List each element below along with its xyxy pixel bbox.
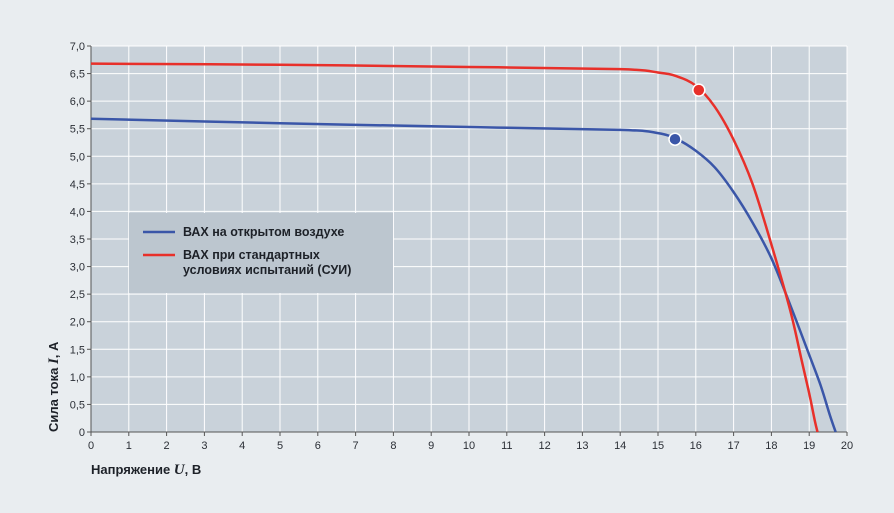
y-tick-label: 4,5 xyxy=(70,179,85,191)
x-tick-labels: 0 1 2 3 4 5 6 7 8 9 10 11 12 13 14 15 16 17 18 19 20 xyxy=(88,432,853,452)
y-tick-label: 1,0 xyxy=(70,372,85,384)
x-tick-label: 12 xyxy=(538,440,550,452)
y-axis-title-var: I xyxy=(46,357,62,365)
series-line-open-air xyxy=(90,117,837,433)
x-axis-title: Напряжение U, В xyxy=(91,462,201,478)
y-tick-label: 4,0 xyxy=(70,206,85,218)
x-tick-label: 17 xyxy=(727,440,739,452)
x-tick-label: 7 xyxy=(353,440,359,452)
x-tick-label: 16 xyxy=(690,440,702,452)
series-line-stc xyxy=(90,62,819,433)
y-tick-label: 0 xyxy=(79,427,85,439)
y-tick-label: 6,0 xyxy=(70,96,85,108)
x-tick-label: 6 xyxy=(315,440,321,452)
y-tick-label: 2,0 xyxy=(70,317,85,329)
x-tick-label: 0 xyxy=(88,440,94,452)
x-axis-title-suffix: , В xyxy=(185,462,202,477)
x-tick-label: 18 xyxy=(765,440,777,452)
y-tick-label: 3,0 xyxy=(70,262,85,274)
y-axis-title-prefix: Сила тока xyxy=(46,364,61,432)
x-tick-label: 8 xyxy=(390,440,396,452)
legend: ВАХ на открытом воздухе ВАХ при стандарт… xyxy=(129,213,393,293)
legend-box xyxy=(129,213,393,293)
y-axis-title-suffix: , А xyxy=(46,341,61,358)
series-layer xyxy=(90,62,837,433)
y-tick-label: 5,0 xyxy=(70,151,85,163)
x-tick-label: 4 xyxy=(239,440,245,452)
y-tick-label: 5,5 xyxy=(70,124,85,136)
x-tick-label: 1 xyxy=(126,440,132,452)
legend-label-stc-line1: ВАХ при стандартных xyxy=(183,248,320,262)
y-tick-label: 0,5 xyxy=(70,399,85,411)
y-tick-label: 3,5 xyxy=(70,234,85,246)
y-tick-label: 2,5 xyxy=(70,289,85,301)
x-tick-label: 19 xyxy=(803,440,815,452)
x-axis-title-prefix: Напряжение xyxy=(91,462,174,477)
x-tick-label: 9 xyxy=(428,440,434,452)
x-tick-label: 3 xyxy=(201,440,207,452)
series-point-stc xyxy=(692,83,706,97)
y-tick-label: 1,5 xyxy=(70,344,85,356)
x-axis-title-var: U xyxy=(174,462,186,478)
legend-label-stc-line2: условиях испытаний (СУИ) xyxy=(183,263,351,277)
grid xyxy=(91,45,848,432)
series-point-open-air xyxy=(668,132,682,146)
x-tick-label: 14 xyxy=(614,440,626,452)
x-tick-label: 2 xyxy=(164,440,170,452)
x-tick-label: 10 xyxy=(463,440,475,452)
x-tick-label: 15 xyxy=(652,440,664,452)
y-tick-label: 6,5 xyxy=(70,69,85,81)
x-tick-label: 13 xyxy=(576,440,588,452)
y-axis-title: Сила тока I, А xyxy=(46,341,62,432)
x-tick-label: 5 xyxy=(277,440,283,452)
x-tick-label: 11 xyxy=(501,440,512,452)
x-tick-label: 20 xyxy=(841,440,853,452)
y-tick-labels: 0 0,5 1,0 1,5 2,0 2,5 3,0 3,5 4,0 4,5 5,0 5,5 6,0 6,5… xyxy=(70,41,91,439)
legend-label-open-air: ВАХ на открытом воздухе xyxy=(183,225,344,239)
legend-label-stc: ВАХ при стандартных условиях испытаний (… xyxy=(183,248,351,277)
y-tick-label: 7,0 xyxy=(70,41,85,53)
